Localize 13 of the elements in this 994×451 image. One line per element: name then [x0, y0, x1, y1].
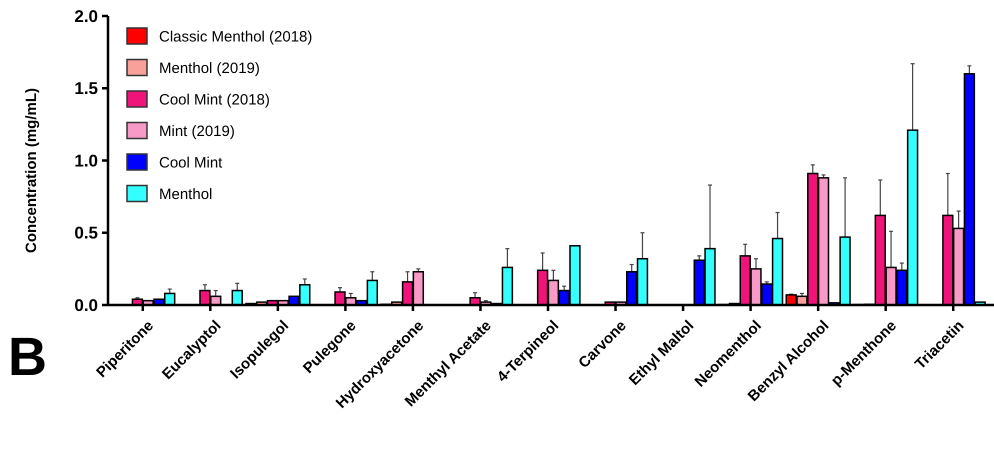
legend-label: Cool Mint [159, 154, 224, 172]
legend-label: Menthol (2019) [159, 60, 260, 77]
y-tick-label: 1.0 [74, 151, 98, 170]
y-tick-label: 0.0 [74, 296, 98, 315]
y-axis-title: Concentration (mg/mL) [23, 88, 40, 253]
legend-label: Classic Menthol (2018) [159, 28, 312, 46]
text: B [8, 327, 47, 387]
y-tick-label: 2.0 [74, 6, 98, 26]
legend-label: Menthol [159, 186, 212, 203]
legend-label: Cool Mint (2018) [159, 91, 270, 108]
y-tick-label: 0.5 [74, 224, 98, 243]
y-tick-label: 1.5 [74, 79, 98, 98]
legend-label: Mint (2019) [159, 122, 235, 140]
